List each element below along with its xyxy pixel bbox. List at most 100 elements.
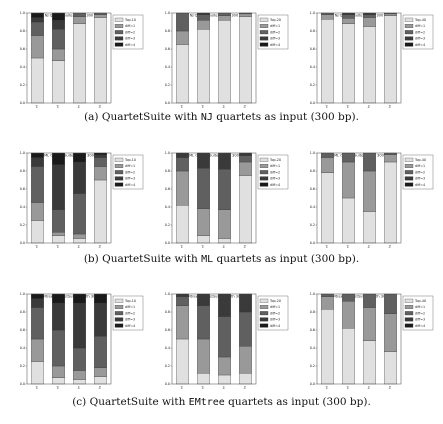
legend-swatch xyxy=(114,305,124,309)
bar-segment xyxy=(73,12,86,17)
x-tick-label: ntq xyxy=(243,245,247,248)
bar-segment xyxy=(321,309,334,385)
legend-label: diff=4 xyxy=(415,324,425,328)
bar-segment xyxy=(321,172,334,244)
bar-segment xyxy=(94,336,107,368)
legend-swatch xyxy=(404,323,414,328)
bar-segment xyxy=(52,152,65,165)
x-tick-label: quartet xyxy=(346,385,350,389)
legend-label: diff=4 xyxy=(415,43,425,47)
x-tick-label: qpuzzle xyxy=(367,386,371,389)
y-tick-label: 0.6 xyxy=(165,187,170,191)
y-tick-label: 0.2 xyxy=(165,364,170,368)
legend-label: diff=4 xyxy=(125,43,135,47)
bar-segment xyxy=(363,12,376,15)
bar-segment xyxy=(31,293,44,299)
legend-swatch xyxy=(259,157,269,162)
bar-segment xyxy=(342,293,355,302)
figure-caption: (a) QuartetSuite with NJ quartets as inp… xyxy=(0,111,443,123)
x-tick-label: quartet xyxy=(56,244,60,248)
legend-swatch xyxy=(259,24,269,28)
y-tick-label: 0.8 xyxy=(310,310,315,314)
stacked-bar-chart: ML QuartetSuite length 300 0.0 0.2 0.4 0.6 0.… xyxy=(20,151,144,248)
legend-swatch xyxy=(404,164,414,168)
bar-segment xyxy=(73,379,86,385)
legend-label: diff=2 xyxy=(270,30,280,34)
bar-segment xyxy=(52,164,65,210)
bar-segment xyxy=(218,238,231,244)
bar-segment xyxy=(73,23,86,104)
legend-swatch xyxy=(404,170,414,175)
chart-title: EMtree QuartetSuite length 300 xyxy=(330,295,388,299)
legend-swatch xyxy=(114,317,124,322)
bar-segment xyxy=(363,340,376,385)
bar-segment xyxy=(197,20,210,30)
figure-caption: (b) QuartetSuite with ML quartets as inp… xyxy=(0,253,443,265)
bar-segment xyxy=(218,15,231,21)
y-tick-label: 0.4 xyxy=(20,346,25,350)
bar-segment xyxy=(31,202,44,221)
legend-swatch xyxy=(114,30,124,35)
bar-segment xyxy=(52,20,65,30)
bar-segment xyxy=(384,161,397,244)
bar-segment xyxy=(94,12,107,15)
y-tick-label: 0.4 xyxy=(165,205,170,209)
x-tick-label: ntq xyxy=(243,386,247,389)
bar-segment xyxy=(321,12,334,15)
y-tick-label: 0.6 xyxy=(20,187,25,191)
legend-swatch xyxy=(114,182,124,187)
bar-segment xyxy=(73,16,86,24)
caption-prefix: (a) QuartetSuite with xyxy=(84,111,201,123)
bar-segment xyxy=(94,154,107,158)
legend-swatch xyxy=(404,157,414,162)
bar-segment xyxy=(218,169,231,210)
y-tick-label: 1.0 xyxy=(310,11,315,15)
bar-segment xyxy=(384,293,397,314)
chart-title: ML QuartetSuite length 300 xyxy=(44,154,95,158)
bar-segment xyxy=(321,296,334,310)
bar-segment xyxy=(73,347,86,371)
caption-suffix: quartets as input (300 bp). xyxy=(213,253,360,265)
legend-swatch xyxy=(404,311,414,316)
bar-segment xyxy=(197,305,210,340)
bar-segment xyxy=(73,193,86,235)
bar-segment xyxy=(176,12,189,32)
legend-swatch xyxy=(259,182,269,187)
bar-segment xyxy=(239,155,252,163)
bar-segment xyxy=(176,305,189,340)
y-tick-label: 0.0 xyxy=(20,382,25,386)
bar-segment xyxy=(31,166,44,203)
bar-segment xyxy=(197,29,210,104)
legend-label: diff=1 xyxy=(415,164,425,168)
bar-segment xyxy=(73,293,86,304)
legend-label: Top-10 xyxy=(124,158,136,162)
plot-frame xyxy=(26,152,112,244)
bar-segment xyxy=(239,175,252,244)
legend-swatch xyxy=(404,317,414,322)
y-tick-label: 0.2 xyxy=(310,83,315,87)
legend-label: diff=1 xyxy=(415,305,425,309)
bar-segment xyxy=(31,152,44,158)
x-tick-label: qpuzzle xyxy=(77,386,81,389)
chart-title: NJ QuartetSuite length 300 xyxy=(45,14,94,18)
bar-segment xyxy=(31,21,44,36)
bar-segment xyxy=(321,19,334,104)
bar-segment xyxy=(94,302,107,337)
bar-segment xyxy=(197,168,210,209)
y-tick-label: 1.0 xyxy=(310,292,315,296)
bar-segment xyxy=(176,157,189,172)
legend-label: diff=3 xyxy=(415,37,425,41)
bar-segment xyxy=(176,30,189,45)
bar-segment xyxy=(52,60,65,104)
y-tick-label: 0.4 xyxy=(165,65,170,69)
legend-swatch xyxy=(259,42,269,47)
legend-swatch xyxy=(404,24,414,28)
bar-segment xyxy=(342,12,355,15)
legend-label: diff=4 xyxy=(270,324,280,328)
legend-swatch xyxy=(259,323,269,328)
bar-segment xyxy=(342,14,355,19)
bar-segment xyxy=(197,208,210,236)
bar-segment xyxy=(176,296,189,306)
bar-segment xyxy=(31,17,44,23)
stacked-bar-chart: EMtree QuartetSuite length 300 0.0 0.2 0.4 0… xyxy=(165,292,289,389)
